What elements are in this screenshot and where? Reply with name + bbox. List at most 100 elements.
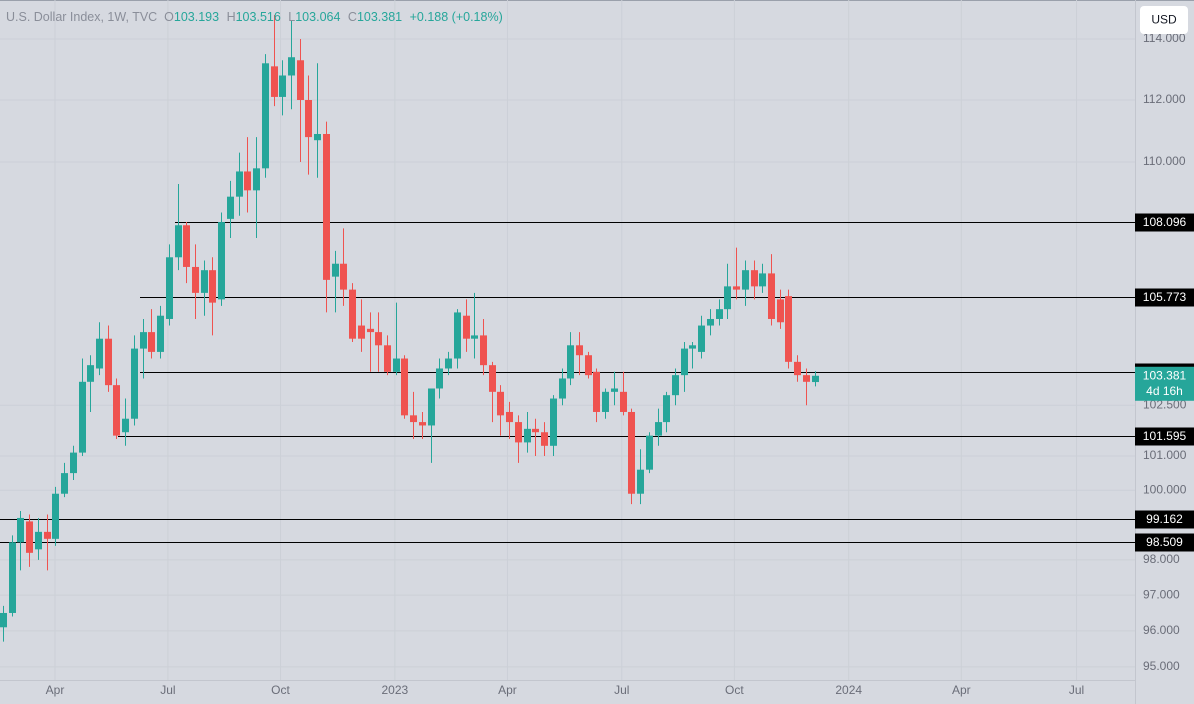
candle-body [87,365,94,382]
candle-body [297,60,304,101]
level-label-bg [1135,213,1194,232]
y-tick-label: 102.500 [1143,397,1187,411]
x-tick-label: Jul [1069,683,1084,697]
candle-body [428,388,435,426]
candle-body [576,345,583,356]
candle-body [393,358,400,372]
y-tick-label: 112.000 [1143,92,1186,106]
candle-body [812,375,819,383]
candles [0,14,819,642]
candle-body [436,368,443,389]
level-label-bg [1135,288,1194,307]
candle-body [148,332,155,352]
candle-body [401,358,408,416]
candle-body [585,355,592,376]
candle-body [26,521,33,553]
candle-body [489,365,496,392]
currency-button[interactable] [1140,6,1188,34]
y-tick-label: 100.000 [1143,482,1187,496]
candle-body [524,428,531,443]
candle-body [218,222,225,300]
current-price-bg [1135,366,1194,401]
legend-header: U.S. Dollar Index, 1W, TVC O103.193 H103… [6,10,507,24]
candle-body [227,196,234,219]
candle-body [480,335,487,366]
currency-label[interactable]: USD [1151,13,1177,27]
candle-body [384,345,391,372]
candle-body [253,168,260,191]
candle-body [183,225,190,267]
candle-body [122,418,129,433]
candle-body [79,381,86,453]
candle-body [262,63,269,169]
candle-body [532,428,539,433]
candle-body [550,398,557,446]
candle-body [463,315,470,339]
candle-body [367,328,374,333]
candle-body [192,266,199,293]
candle-body [0,612,7,628]
candle-body [375,332,382,346]
candle-body [271,66,278,97]
level-label: 99.162 [1146,512,1183,526]
grid [0,0,1135,680]
candle-body [349,289,356,339]
candle-body [61,473,68,494]
candle-body [707,318,714,326]
x-tick-label: Jul [614,683,629,697]
candle-body [419,422,426,426]
candle-body [201,270,208,293]
candle-body [742,270,749,290]
level-label: 108.096 [1143,215,1187,229]
ohlc-label: C [347,10,357,24]
candle-body [733,286,740,290]
y-tick-label: 95.000 [1143,659,1180,673]
candle-body [35,531,42,550]
candle-body [454,312,461,359]
candle-body [17,517,24,543]
candle-body [358,325,365,339]
current-price-label: 103.381 [1143,368,1187,382]
candle-body [9,542,16,613]
candle-body [314,133,321,141]
candle-body [663,395,670,423]
candle-body [681,348,688,376]
x-tick-label: Oct [725,683,744,697]
candle-body [620,391,627,412]
candle-body [628,411,635,494]
x-tick-label: 2024 [835,683,862,697]
candle-body [305,100,312,138]
candle-body [157,315,164,352]
ohlc-label: L [288,10,296,24]
level-label: 105.773 [1143,290,1187,304]
candle-body [611,388,618,392]
candle-body [113,385,120,436]
candle-body [131,348,138,419]
candle-body [777,299,784,323]
x-tick-label: Apr [952,683,971,697]
level-label-bg [1135,427,1194,446]
candle-body [689,345,696,349]
ohlc-value: 103.193 [173,10,220,24]
candle-body [768,273,775,319]
candle-body [140,332,147,349]
ohlc-value: 103.516 [235,10,281,24]
candle-body [166,257,173,319]
candle-body [52,493,59,539]
candle-body [803,375,810,382]
candle-body [724,286,731,310]
candle-body [559,378,566,399]
candle-body [602,391,609,412]
candle-body [655,422,662,436]
candle-body [332,263,339,277]
x-tick-label: 2023 [382,683,409,697]
ohlc-label: H [226,10,236,24]
y-tick-label: 96.000 [1143,623,1180,637]
x-tick-label: Apr [498,683,517,697]
candle-body [497,391,504,416]
countdown-label: 4d 16h [1146,384,1183,398]
candle-body [646,435,653,470]
candle-body [244,171,251,191]
